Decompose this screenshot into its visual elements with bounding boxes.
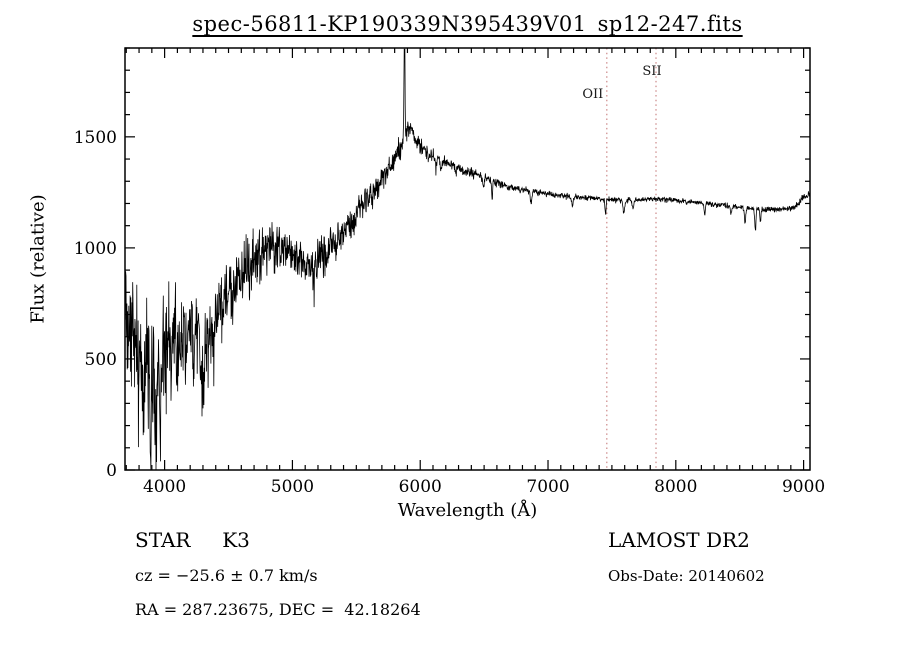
marker-label-OII: OII — [582, 87, 603, 102]
survey-text: LAMOST DR2 — [608, 528, 750, 552]
x-tick-label: 9000 — [782, 477, 825, 497]
spectrum-line — [124, 48, 811, 470]
tick-labels: 4000 5000 6000 7000 8000 9000 0 500 1000 1500 — [74, 128, 826, 497]
marker-label-SII: SII — [642, 64, 661, 79]
y-tick-label: 500 — [85, 350, 117, 370]
coords-text: RA = 287.23675, DEC = 42.18264 — [135, 600, 421, 619]
cz-text: cz = −25.6 ± 0.7 km/s — [135, 566, 318, 585]
axis-ticks — [125, 47, 810, 471]
obs-date-text: Obs-Date: 20140602 — [608, 567, 765, 585]
x-tick-label: 4000 — [143, 477, 186, 497]
x-axis-label: Wavelength (Å) — [397, 500, 538, 521]
marker-lines: OII SII — [582, 48, 662, 470]
object-class-text: STAR K3 — [135, 528, 250, 552]
y-tick-label: 1000 — [74, 239, 117, 259]
y-tick-label: 0 — [106, 461, 117, 481]
x-tick-label: 6000 — [399, 477, 442, 497]
x-tick-label: 8000 — [654, 477, 697, 497]
x-tick-label: 7000 — [526, 477, 569, 497]
y-tick-label: 1500 — [74, 128, 117, 148]
spectrum-plot-svg: OII SII 4000 5000 6000 7000 8000 9000 0 500 1000 15… — [74, 47, 826, 497]
plot-frame — [124, 47, 811, 471]
plot-title: spec-56811-KP190339N395439V01_sp12-247.f… — [192, 12, 743, 36]
x-tick-label: 5000 — [271, 477, 314, 497]
